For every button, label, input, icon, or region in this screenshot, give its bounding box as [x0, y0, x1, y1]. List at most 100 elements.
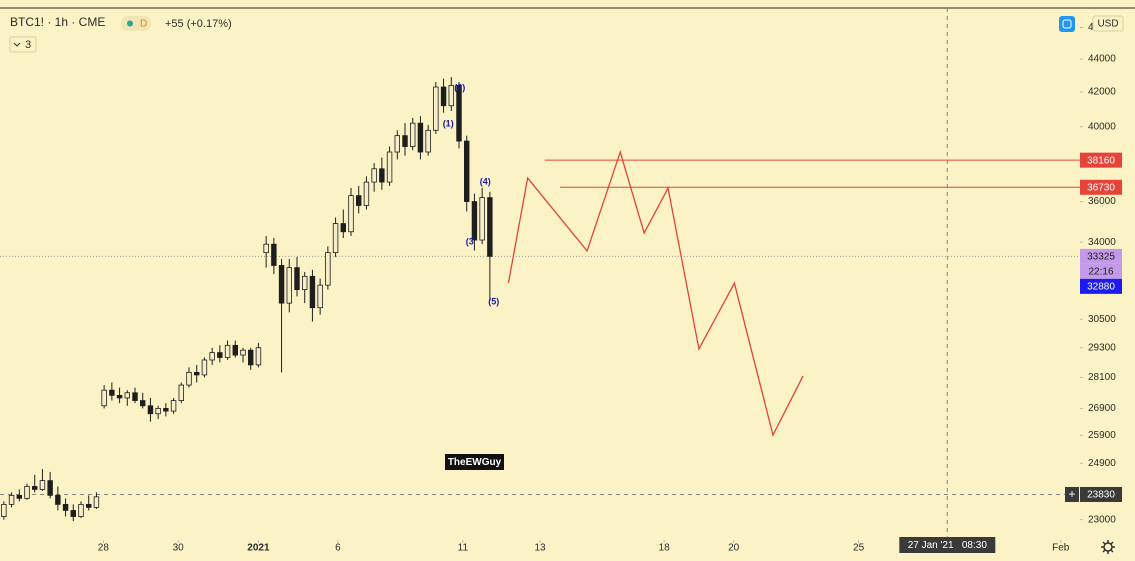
candle-body — [101, 389, 107, 407]
candle-body — [463, 140, 470, 202]
candle-body — [456, 84, 462, 142]
crosshair-time-bg — [899, 537, 996, 553]
candle-body — [263, 243, 269, 254]
candle-body — [294, 267, 300, 291]
candle-body — [16, 494, 22, 499]
candle-body — [62, 503, 69, 511]
candle-body — [8, 494, 15, 505]
candle-body — [286, 267, 293, 304]
candle-body — [340, 223, 347, 233]
candle-body — [271, 243, 277, 266]
candle-body — [487, 197, 493, 257]
candle-body — [178, 384, 185, 401]
x-tick-label: 30 — [173, 543, 185, 554]
candle-body — [1, 503, 7, 517]
settings-icon[interactable] — [1101, 540, 1115, 554]
candle-body — [170, 400, 177, 412]
wave-label: (2) — [454, 82, 465, 92]
last-price-label: 33325 — [1080, 248, 1122, 264]
x-tick-label: 25 — [853, 543, 865, 554]
candle-body — [139, 400, 146, 407]
crosshair-price-label-text: 23830 — [1087, 490, 1115, 501]
x-tick-label: 6 — [335, 543, 341, 554]
marker-label-bg — [1080, 278, 1122, 294]
level-label-bg — [1080, 179, 1122, 195]
level-label-text: 38160 — [1087, 155, 1115, 166]
last-price-label-bg — [1080, 248, 1122, 264]
currency: USD — [1097, 19, 1118, 30]
y-tick-label: 25900 — [1088, 430, 1116, 441]
candle-body — [109, 389, 115, 396]
candle-body — [47, 480, 53, 496]
countdown-label-bg — [1080, 263, 1122, 279]
y-tick-label: 42000 — [1088, 87, 1116, 98]
candle-body — [217, 352, 223, 358]
candle-body — [479, 197, 485, 241]
candle-body — [39, 480, 46, 490]
currency-button[interactable] — [1092, 15, 1124, 32]
collapse-button[interactable] — [9, 36, 37, 53]
candle-body — [417, 122, 424, 153]
candle-body — [433, 86, 439, 131]
gear-teeth — [1101, 540, 1115, 554]
candle-body — [132, 392, 138, 401]
candle-body — [425, 129, 431, 153]
candle-body — [155, 408, 161, 415]
y-tick-label: 40000 — [1088, 121, 1116, 132]
plot-area: 2300024900259002690028100293003050034000… — [0, 8, 1116, 554]
y-tick-label: 24900 — [1088, 458, 1116, 469]
collapse-count: 3 — [25, 39, 31, 51]
badge-bg — [121, 16, 151, 31]
y-tick-label: 44000 — [1088, 54, 1116, 65]
marker-label: 32880 — [1080, 278, 1122, 294]
wave-label: (3 — [466, 236, 474, 246]
y-tick-label: 30500 — [1088, 314, 1116, 325]
candle-body — [379, 168, 385, 183]
change: +55 (+0.17%) — [165, 18, 232, 30]
countdown-label: 22:16 — [1080, 263, 1122, 279]
candle-body — [247, 349, 254, 366]
add-button[interactable] — [1065, 486, 1079, 502]
candle-body — [278, 265, 285, 304]
marker-label-text: 32880 — [1087, 281, 1115, 292]
wave-label: (5) — [488, 296, 499, 306]
candle-body — [471, 201, 478, 241]
y-tick-label: 36000 — [1088, 196, 1116, 207]
candle-body — [409, 122, 416, 147]
level-label: 36730 — [1080, 179, 1122, 195]
candle-body — [371, 168, 377, 183]
candle-body — [70, 510, 76, 517]
crosshair-time: 27 Jan '21 08:30 — [908, 540, 988, 551]
x-tick-label: 2021 — [247, 543, 270, 554]
watermark-bg — [445, 454, 504, 470]
candle-body — [440, 86, 447, 107]
y-tick-label: 34000 — [1088, 237, 1116, 248]
watermark: TheEWGuy — [448, 457, 502, 468]
candle-body — [201, 359, 208, 376]
badge[interactable]: D — [140, 19, 147, 30]
y-tick-label: 23000 — [1088, 514, 1116, 525]
candle-body — [78, 503, 84, 517]
candle-body — [32, 486, 38, 490]
add-icon: + — [1068, 487, 1075, 501]
crosshair-price-label: 23830 — [1080, 486, 1122, 502]
candle-body — [147, 405, 154, 415]
x-tick-label: 28 — [98, 543, 110, 554]
candle-body — [317, 284, 323, 309]
candle-body — [394, 135, 401, 153]
layout-button[interactable] — [1059, 16, 1075, 32]
candle-body — [448, 84, 455, 107]
candle-body — [116, 394, 123, 399]
wave-label: (4) — [480, 176, 491, 186]
wave-label: (1) — [443, 118, 454, 128]
x-tick-label: 20 — [728, 543, 740, 554]
status-dot — [127, 20, 133, 27]
candle-body — [86, 503, 92, 508]
candle-body — [348, 195, 354, 233]
symbol: BTC1! · 1h · CME — [10, 15, 105, 29]
candle-body — [163, 408, 169, 412]
last-price-label-text: 33325 — [1087, 251, 1115, 262]
